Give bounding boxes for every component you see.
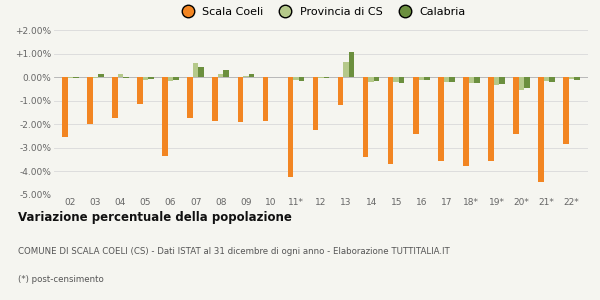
Bar (148, 77, 154, 79)
Bar (363, 77, 368, 157)
Bar (438, 77, 443, 161)
Bar (419, 77, 424, 80)
Bar (399, 77, 404, 83)
Bar (199, 67, 204, 77)
Bar (137, 77, 143, 104)
Bar (324, 77, 329, 78)
Bar (338, 77, 343, 105)
Bar (550, 77, 555, 82)
Bar (513, 77, 519, 134)
Bar (163, 77, 168, 156)
Bar (544, 77, 550, 81)
Bar (263, 77, 268, 121)
Bar (488, 77, 494, 161)
Bar (449, 77, 455, 82)
Bar (238, 77, 243, 122)
Bar (212, 77, 218, 121)
Legend: Scala Coeli, Provincia di CS, Calabria: Scala Coeli, Provincia di CS, Calabria (172, 2, 470, 21)
Bar (538, 77, 544, 182)
Bar (343, 62, 349, 77)
Bar (87, 77, 92, 124)
Bar (374, 77, 379, 81)
Bar (168, 77, 173, 81)
Bar (223, 70, 229, 77)
Text: Variazione percentuale della popolazione: Variazione percentuale della popolazione (18, 212, 292, 224)
Bar (368, 77, 374, 82)
Bar (248, 74, 254, 77)
Bar (123, 77, 129, 78)
Bar (243, 76, 248, 77)
Bar (394, 77, 399, 82)
Bar (413, 77, 419, 134)
Bar (474, 77, 479, 83)
Bar (574, 77, 580, 80)
Bar (349, 52, 355, 77)
Bar (318, 77, 324, 78)
Bar (92, 77, 98, 78)
Bar (173, 77, 179, 80)
Bar (494, 77, 499, 86)
Bar (299, 77, 304, 81)
Bar (218, 74, 223, 77)
Bar (424, 77, 430, 80)
Bar (519, 77, 524, 90)
Bar (98, 74, 104, 77)
Bar (187, 77, 193, 119)
Bar (563, 77, 569, 144)
Bar (293, 77, 299, 80)
Text: COMUNE DI SCALA COELI (CS) - Dati ISTAT al 31 dicembre di ogni anno - Elaborazio: COMUNE DI SCALA COELI (CS) - Dati ISTAT … (18, 248, 450, 256)
Bar (388, 77, 394, 164)
Bar (524, 77, 530, 88)
Bar (62, 77, 68, 137)
Bar (313, 77, 318, 130)
Bar (193, 63, 199, 77)
Bar (499, 77, 505, 84)
Text: (*) post-censimento: (*) post-censimento (18, 274, 104, 284)
Bar (463, 77, 469, 166)
Bar (118, 74, 123, 77)
Bar (68, 77, 73, 78)
Bar (443, 77, 449, 82)
Bar (469, 77, 474, 83)
Bar (143, 77, 148, 80)
Bar (73, 77, 79, 78)
Bar (569, 77, 574, 79)
Bar (287, 77, 293, 177)
Bar (112, 77, 118, 119)
